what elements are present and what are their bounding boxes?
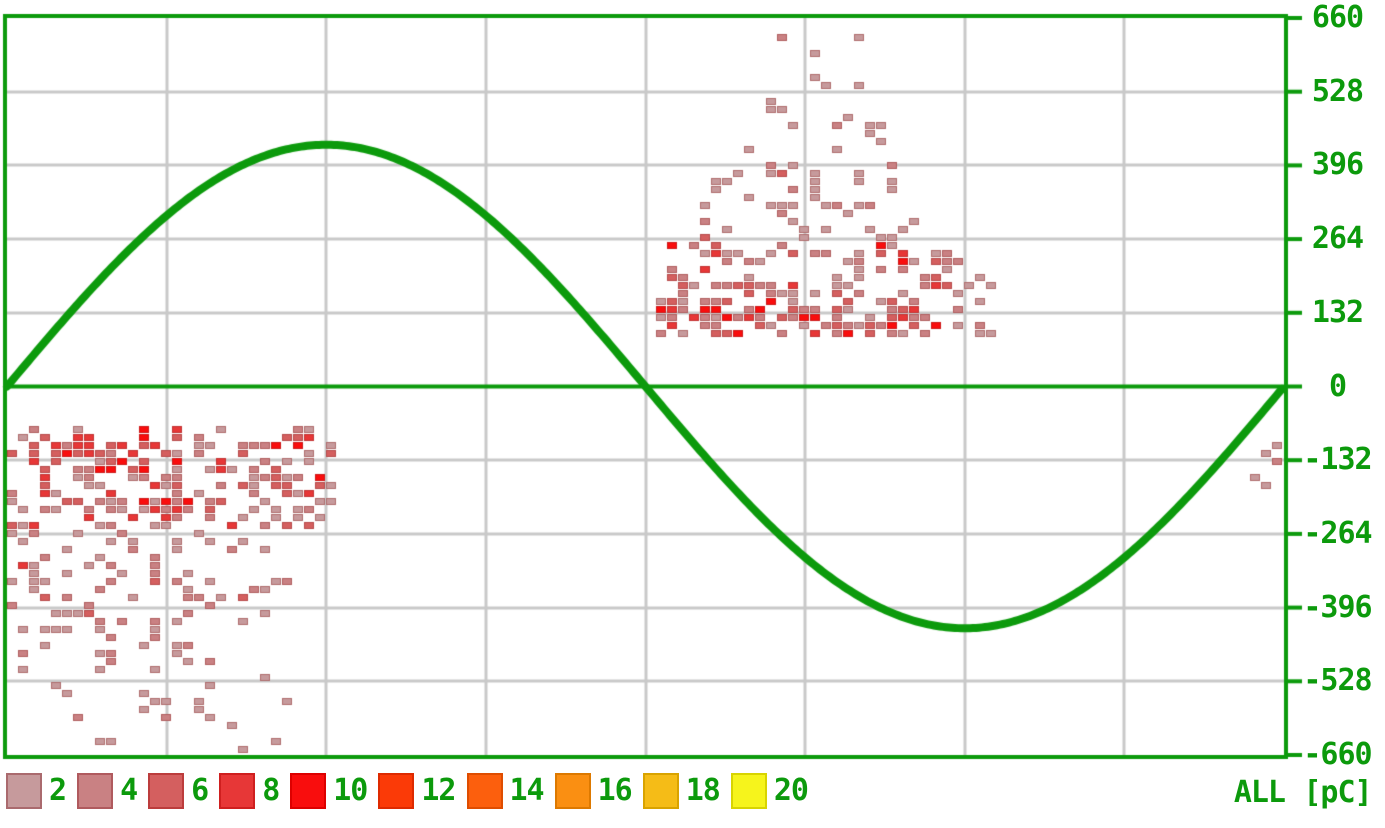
y-axis-tick-label: 396 [1311,147,1364,183]
legend-count-label: 16 [597,773,633,808]
legend-count-label: 6 [191,773,209,808]
legend-count-label: 4 [120,773,138,808]
y-axis-tick-label: 528 [1311,73,1364,109]
filter-all-label: ALL [1233,775,1286,810]
y-axis-tick-label: -132 [1303,442,1372,478]
y-axis-tick-label: 0 [1328,368,1347,404]
legend-color-swatch [290,773,327,809]
legend-count-label: 18 [685,773,721,808]
charge-unit-label: [pC] [1303,775,1372,810]
legend-count-label: 20 [773,773,809,808]
count-color-legend: 2 4 6 8 10 12 14 16 [6,772,819,810]
legend-item: 16 [554,772,633,810]
y-axis-tick-label: -396 [1303,589,1372,625]
legend-color-swatch [148,773,185,809]
legend-color-swatch [642,773,679,809]
legend-item: 6 [148,772,209,810]
legend-item: 18 [642,772,721,810]
legend-count-label: 10 [333,773,368,808]
legend-item: 10 [290,772,368,810]
legend-color-swatch [554,773,591,809]
y-axis-tick-label: -264 [1303,515,1372,551]
legend-item: 20 [730,772,809,810]
legend-count-label: 12 [421,773,456,808]
legend-item: 12 [378,772,457,810]
legend-color-swatch [730,773,767,809]
legend-count-label: 8 [262,773,280,808]
legend-color-swatch [378,773,415,809]
y-axis-tick-label: -528 [1303,663,1372,699]
legend-count-label: 2 [49,773,67,808]
legend-color-swatch [77,773,114,809]
y-axis-tick-label: 132 [1311,294,1364,330]
y-axis-tick-label: -660 [1303,737,1372,772]
legend-item: 4 [77,772,138,810]
legend-color-swatch [6,773,42,809]
legend-count-label: 14 [509,773,545,808]
legend-item: 2 [6,772,67,810]
legend-color-swatch [219,773,256,809]
legend-item: 8 [219,772,280,810]
y-axis-tick-label: 660 [1311,0,1364,35]
legend-color-swatch [466,773,503,809]
legend-item: 14 [466,772,545,810]
y-axis-tick-label: 264 [1311,221,1364,257]
